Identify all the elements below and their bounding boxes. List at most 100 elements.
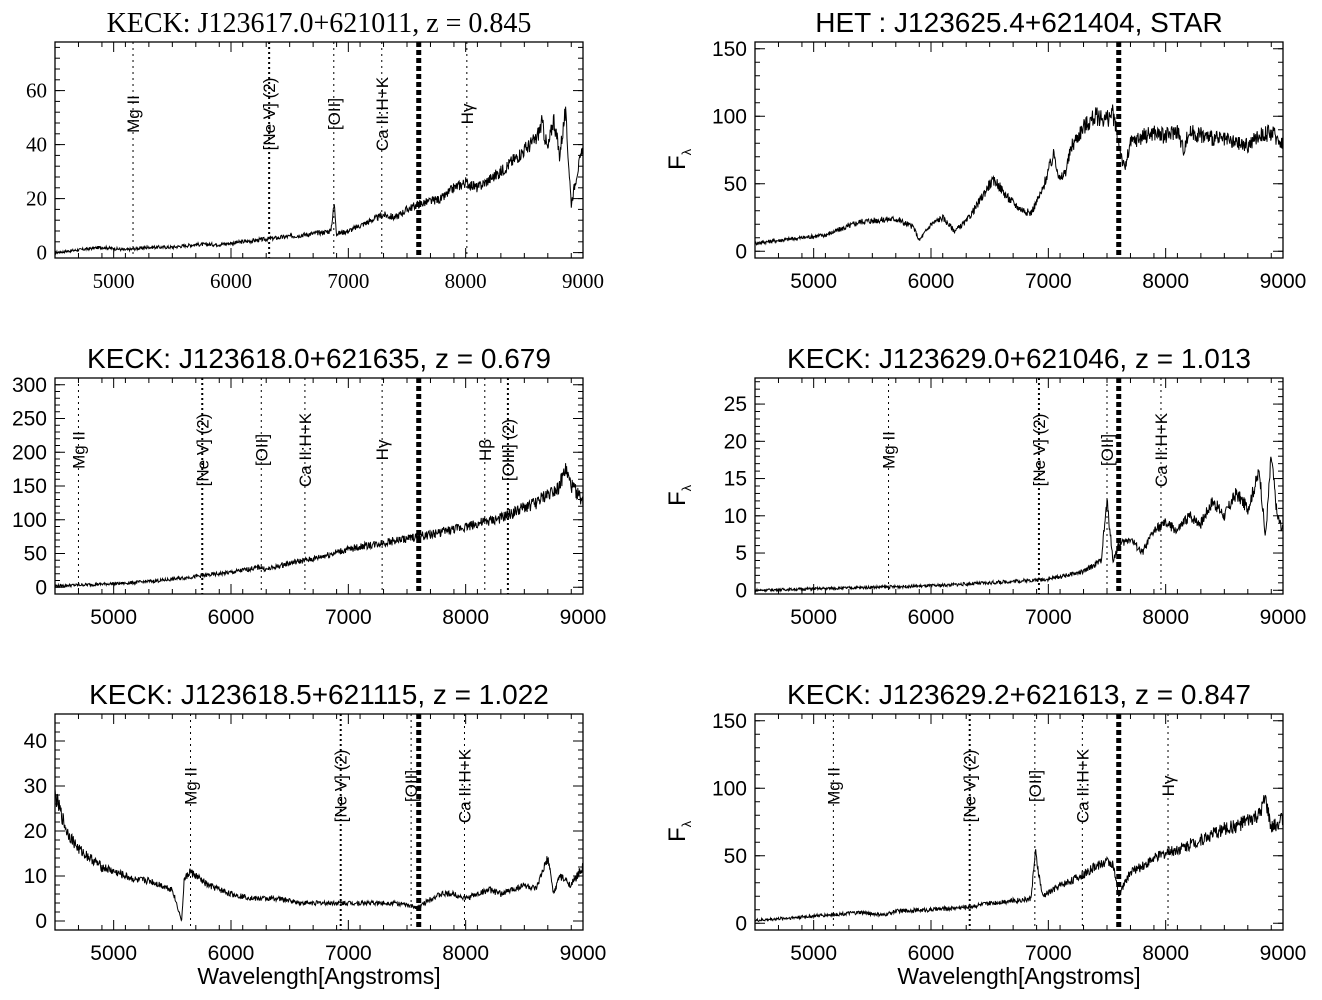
y-tick-label: 250 [12,408,47,431]
spectral-line-label: Hβ [476,439,495,461]
y-tick-label: 15 [724,468,747,491]
x-tick-label: 7000 [1025,606,1072,629]
y-tick-label: 20 [724,430,747,453]
y-tick-label: 150 [712,710,747,733]
y-tick-label: 200 [12,441,47,464]
spectral-line-label: Mg II [824,767,843,805]
y-tick-label: 50 [724,845,747,868]
y-tick-label: 10 [724,505,747,528]
x-tick-label: 5000 [790,942,837,965]
y-axis-label: Fλ [664,820,694,842]
plot-frame [754,377,1284,595]
y-tick-label: 150 [712,38,747,61]
spectral-line-label: [Ne V] (2) [332,750,351,823]
y-tick-label: 0 [735,912,747,935]
spectral-line-label: Hγ [1159,775,1178,796]
plot-frame [54,41,584,259]
x-axis-label: Wavelength[Angstroms] [897,963,1140,989]
panel-title: KECK: J123629.0+621046, z = 1.013 [787,343,1251,374]
x-tick-label: 5000 [790,606,837,629]
y-tick-label: 30 [24,775,47,798]
spectral-line-label: Mg II [880,431,899,469]
x-tick-label: 6000 [208,942,255,965]
spectrum-trace [54,463,584,589]
x-tick-label: 5000 [90,942,137,965]
x-tick-label: 7000 [325,606,372,629]
spectral-line-label: Ca II:H+K [1073,748,1092,823]
y-tick-label: 100 [712,777,747,800]
plot-frame [54,377,584,595]
x-tick-label: 8000 [442,606,489,629]
y-tick-label: 20 [24,820,47,843]
x-tick-label: 6000 [908,942,955,965]
plot-frame [54,713,584,931]
spectral-line-label: [OII] [1026,770,1045,802]
y-tick-label: 60 [26,79,47,103]
y-tick-label: 20 [26,187,47,211]
x-tick-label: 8000 [442,942,489,965]
spectral-line-label: [OII] [1098,434,1117,466]
panel-title: HET : J123625.4+621404, STAR [815,7,1223,38]
spectral-line-label: Mg II [124,95,143,133]
spectrum-panel-5: KECK: J123618.5+621115, z = 1.022 5000 600… [24,679,607,989]
spectrum-panel-4: KECK: J123629.0+621046, z = 1.013 5000 600… [664,343,1306,629]
y-tick-label: 25 [724,393,747,416]
y-tick-label: 0 [735,240,747,263]
x-tick-label: 9000 [1260,942,1307,965]
spectral-line-label: Hγ [458,103,477,124]
x-tick-label: 5000 [90,606,137,629]
spectral-line-label: [Ne V] (2) [193,414,212,487]
spectrum-panel-6: KECK: J123629.2+621613, z = 0.847 5000 600… [664,679,1306,989]
x-axis-label: Wavelength[Angstroms] [197,963,440,989]
x-tick-label: 8000 [1142,270,1189,293]
spectral-line-label: [Ne V] (2) [260,78,279,151]
x-tick-label: 8000 [1142,942,1189,965]
x-tick-label: 9000 [1260,270,1307,293]
x-tick-label: 8000 [1142,606,1189,629]
y-tick-label: 40 [26,133,47,157]
y-tick-label: 0 [37,241,48,265]
spectrum-trace [754,794,1284,922]
x-tick-label: 7000 [1025,270,1072,293]
x-tick-label: 5000 [790,270,837,293]
panel-title: KECK: J123629.2+621613, z = 0.847 [787,679,1251,710]
spectral-line-label: Mg II [182,767,201,805]
x-tick-label: 6000 [208,606,255,629]
spectrum-trace [754,456,1284,593]
spectral-line-label: Ca II:H+K [373,76,392,151]
x-tick-label: 7000 [1025,942,1072,965]
y-tick-label: 10 [24,865,47,888]
plot-frame [754,713,1284,931]
x-tick-label: 6000 [908,606,955,629]
spectral-line-label: Mg II [69,431,88,469]
spectral-line-label: Ca II:H+K [1152,412,1171,487]
spectrum-panel-3: KECK: J123618.0+621635, z = 0.679 5000 600… [12,343,606,629]
panel-title: KECK: J123617.0+621011, z = 0.845 [107,8,532,39]
x-tick-label: 6000 [210,269,252,293]
y-tick-label: 50 [724,173,747,196]
y-tick-label: 100 [712,105,747,128]
x-tick-label: 9000 [560,942,607,965]
x-tick-label: 7000 [327,269,369,293]
x-tick-label: 5000 [93,269,135,293]
spectral-line-label: [OII] [252,434,271,466]
x-tick-label: 9000 [560,606,607,629]
y-tick-label: 5 [735,542,747,565]
y-tick-label: 150 [12,475,47,498]
spectral-line-label: [OII] [325,98,344,130]
panel-title: KECK: J123618.5+621115, z = 1.022 [89,679,549,710]
x-tick-label: 9000 [562,269,604,293]
plot-frame [754,41,1284,259]
spectral-line-label: [OIII] (2) [499,419,518,481]
y-tick-label: 300 [12,374,47,397]
y-axis-label: Fλ [664,484,694,506]
spectral-line-label: Ca II:H+K [455,748,474,823]
spectrum-trace [754,104,1284,246]
spectral-line-label: Ca II:H+K [296,412,315,487]
x-tick-label: 9000 [1260,606,1307,629]
spectral-line-label: [Ne V] (2) [1030,414,1049,487]
spectral-line-label: [Ne V] (2) [961,750,980,823]
x-tick-label: 7000 [325,942,372,965]
